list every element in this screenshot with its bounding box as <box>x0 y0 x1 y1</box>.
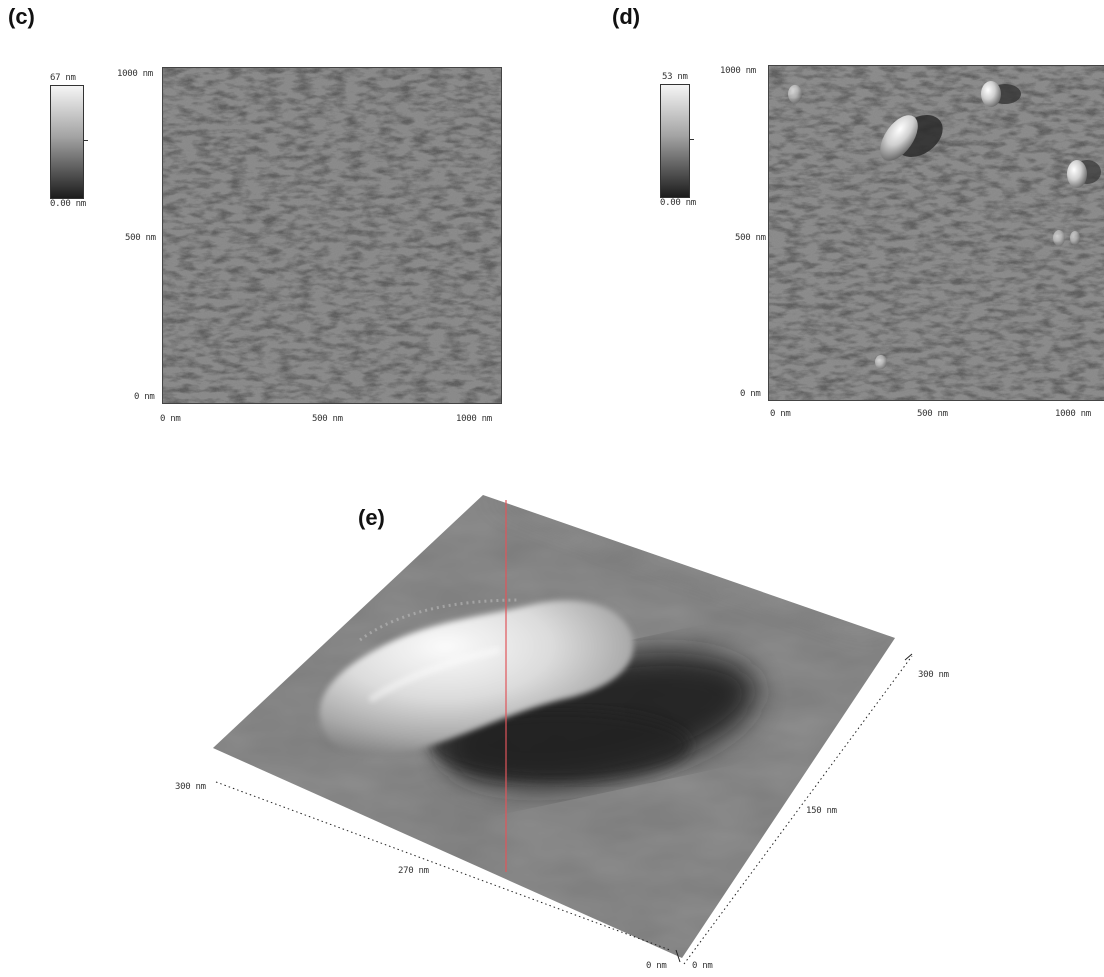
panel-c-x-tick-right: 1000 nm <box>456 414 492 424</box>
panel-d-y-tick-bottom: 0 nm <box>740 389 761 399</box>
panel-d-particles <box>788 81 1101 369</box>
panel-c-y-tick-top: 1000 nm <box>117 69 153 79</box>
panel-e-y-mid-label: 150 nm <box>806 806 837 816</box>
panel-d-y-tick-mid: 500 nm <box>735 233 766 243</box>
panel-c-y-tick-mid: 500 nm <box>125 233 156 243</box>
panel-e-origin-label: 0 nm <box>646 961 667 971</box>
panel-c-scale-max: 67 nm <box>50 73 76 83</box>
panel-c-afm-image <box>162 67 502 404</box>
panel-c-x-tick-mid: 500 nm <box>312 414 343 424</box>
panel-d-x-tick-left: 0 nm <box>770 409 791 419</box>
panel-c-x-tick-left: 0 nm <box>160 414 181 424</box>
panel-e-x-mid-label: 270 nm <box>398 866 429 876</box>
panel-d-afm-image <box>768 65 1104 401</box>
panel-c-scale-min: 0.00 nm <box>50 199 86 209</box>
panel-d-scale-min: 0.00 nm <box>660 198 696 208</box>
panel-d-x-tick-right: 1000 nm <box>1055 409 1091 419</box>
panel-d-x-tick-mid: 500 nm <box>917 409 948 419</box>
panel-e-z-label: 0 nm <box>692 961 713 971</box>
panel-e-label: (e) <box>358 505 385 530</box>
panel-d-label: (d) <box>612 4 641 29</box>
panel-c-y-tick-bottom: 0 nm <box>134 392 155 402</box>
panel-e-x-far-label: 300 nm <box>175 782 206 792</box>
panel-d-scale-max: 53 nm <box>662 72 688 82</box>
panel-c-surface-texture <box>163 68 501 403</box>
panel-e-y-far-label: 300 nm <box>918 670 949 680</box>
panel-c-label: (c) <box>8 4 35 29</box>
panel-c-height-scale-bar <box>50 85 88 199</box>
panel-d-y-tick-top: 1000 nm <box>720 66 756 76</box>
panel-d-height-scale-bar <box>660 84 694 198</box>
panel-d-surface-texture <box>769 66 1104 400</box>
